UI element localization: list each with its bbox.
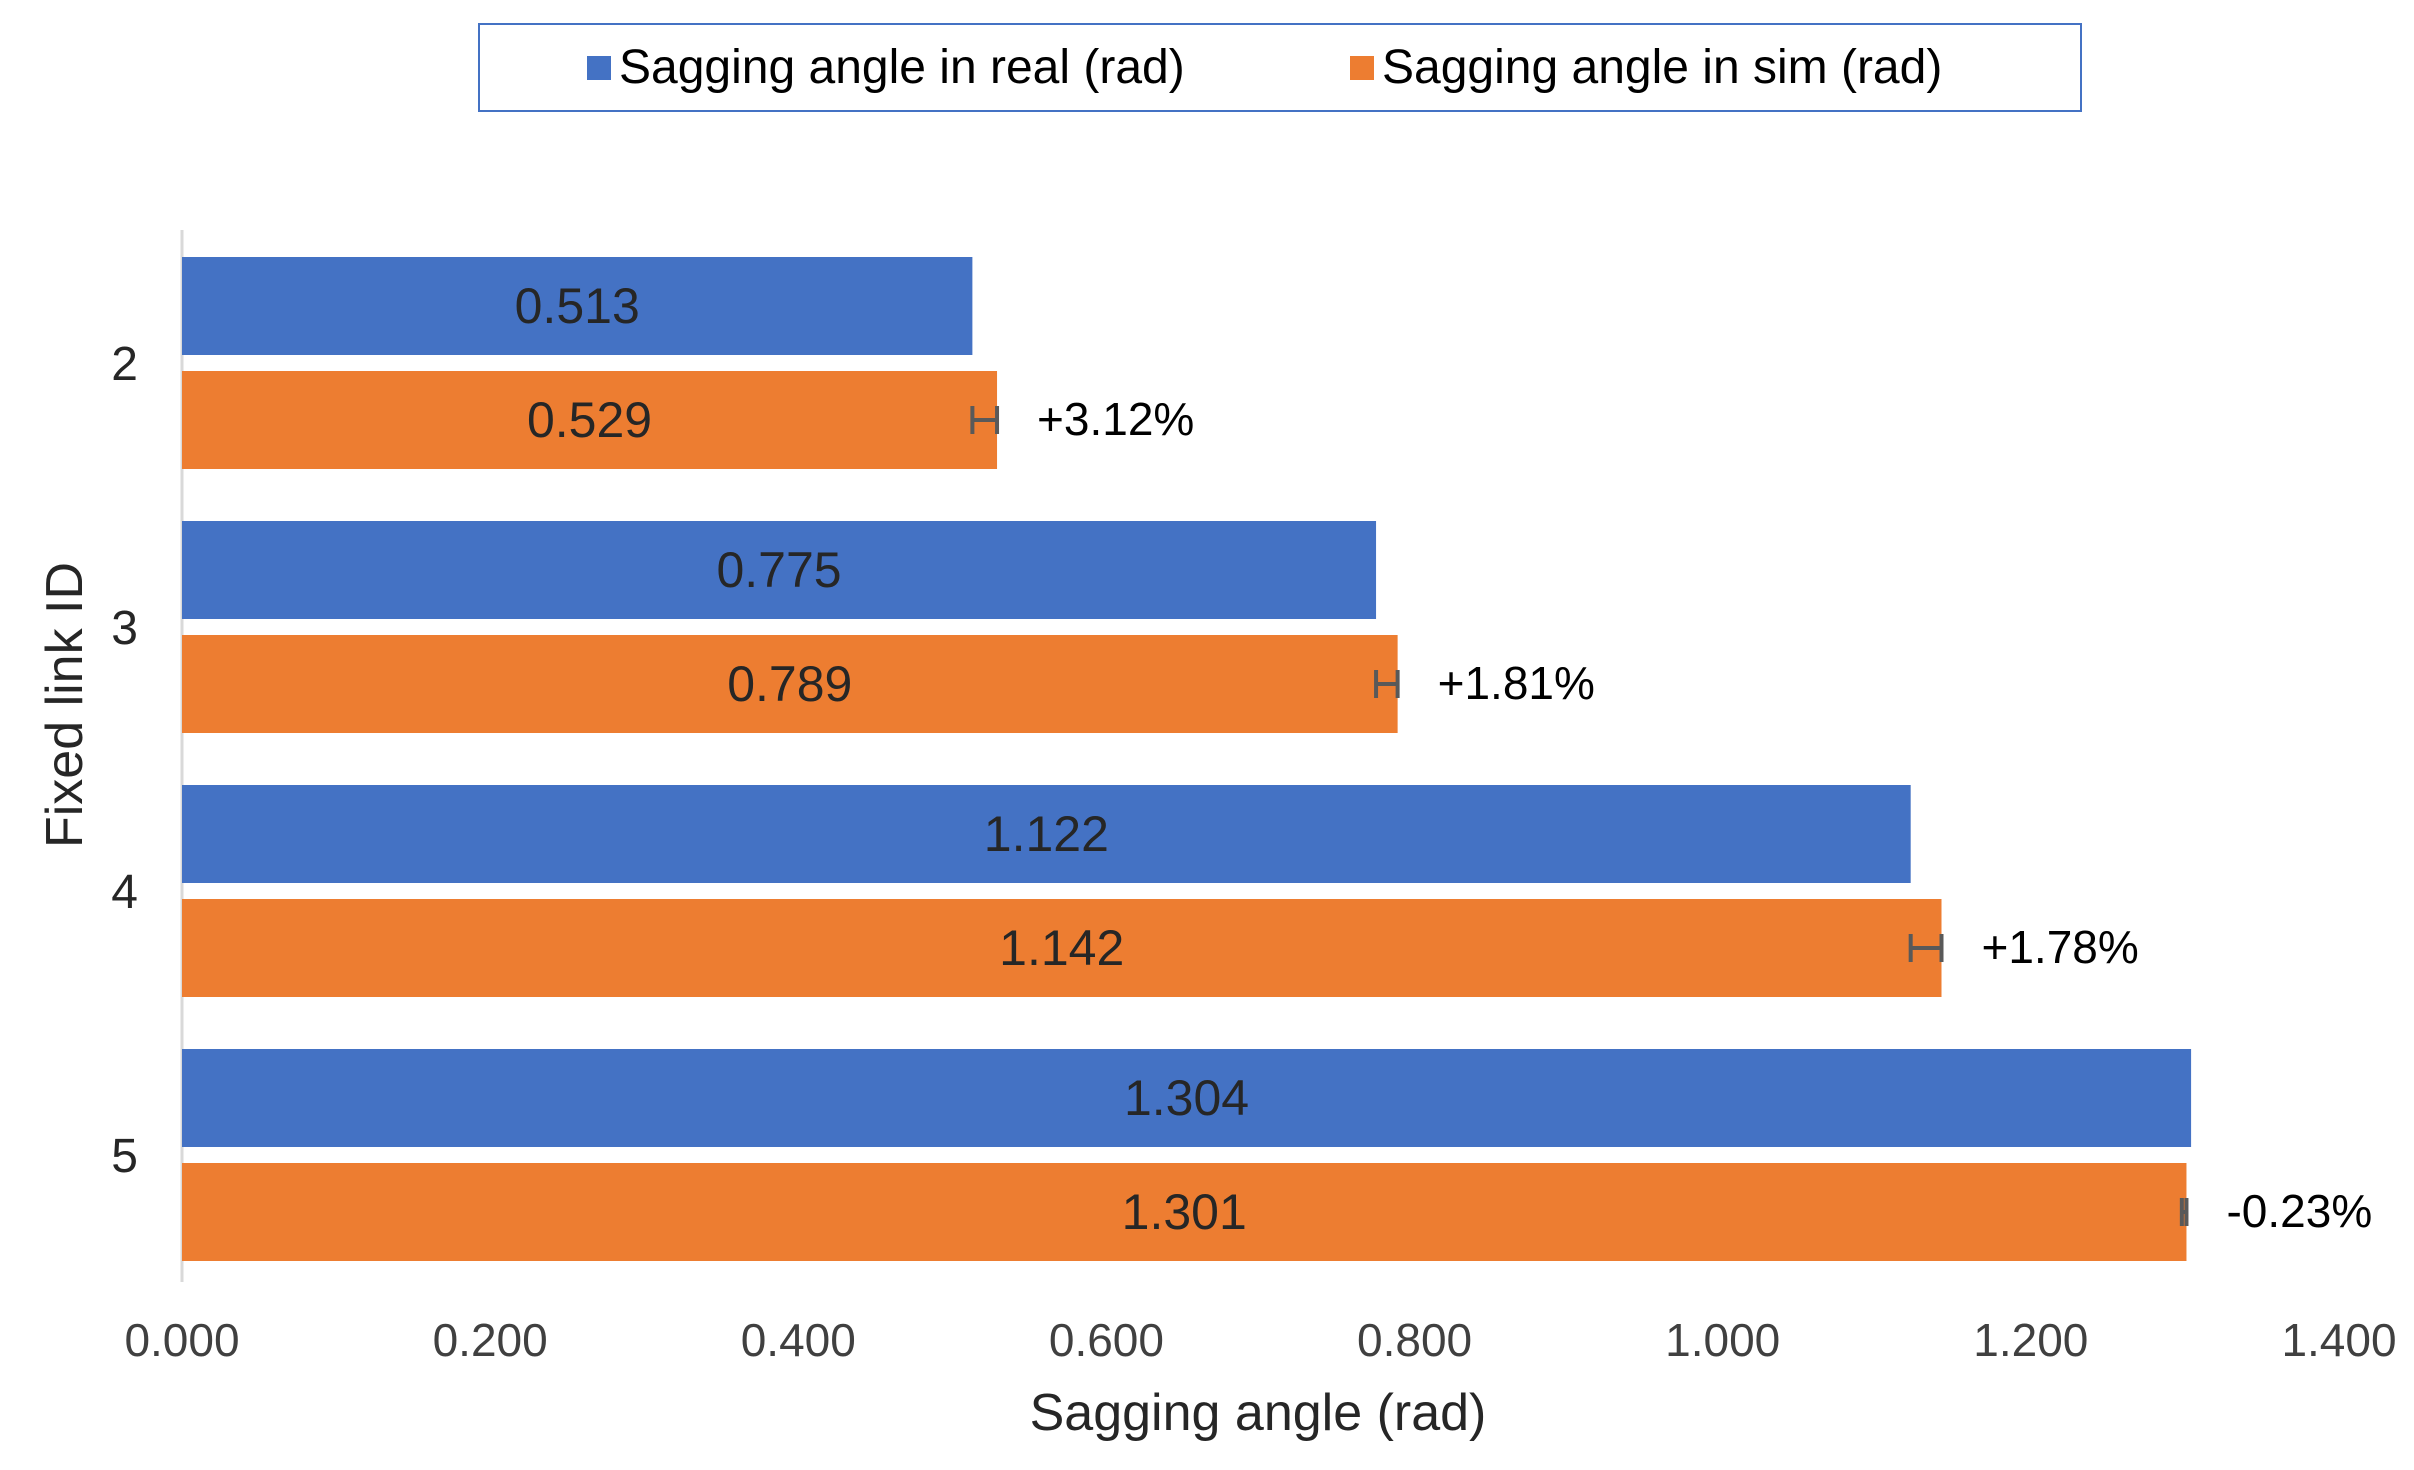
y-tick-label: 2: [111, 338, 138, 391]
x-tick-label: 0.200: [433, 1314, 548, 1366]
difference-annotation: +1.81%: [1438, 657, 1595, 709]
x-axis-title: Sagging angle (rad): [1030, 1384, 1487, 1442]
x-tick-label: 1.200: [1973, 1314, 2088, 1366]
data-label-sim: 1.301: [1122, 1184, 1247, 1240]
legend-label-real: Sagging angle in real (rad): [619, 41, 1185, 94]
x-tick-label: 0.600: [1049, 1314, 1164, 1366]
x-tick-label: 1.400: [2281, 1314, 2396, 1366]
x-tick-label: 0.400: [741, 1314, 856, 1366]
x-tick-label: 0.000: [124, 1314, 239, 1366]
bar-sim: [182, 1163, 2187, 1261]
data-label-real: 0.775: [716, 542, 841, 598]
y-tick-label: 5: [111, 1130, 138, 1183]
data-label-real: 1.304: [1124, 1070, 1249, 1126]
x-tick-label: 0.800: [1357, 1314, 1472, 1366]
legend-item-sim: Sagging angle in sim (rad): [1350, 25, 1942, 110]
x-tick-label: 1.000: [1665, 1314, 1780, 1366]
bar-sim: [182, 635, 1398, 733]
bar-real: [182, 1049, 2192, 1147]
data-label-real: 0.513: [515, 278, 640, 334]
legend-item-real: Sagging angle in real (rad): [587, 25, 1185, 110]
bar-real: [182, 785, 1911, 883]
legend-swatch-real: [587, 55, 611, 80]
legend: Sagging angle in real (rad) Sagging angl…: [478, 23, 2082, 112]
data-label-sim: 0.789: [727, 656, 852, 712]
data-label-sim: 1.142: [999, 920, 1124, 976]
data-label-sim: 0.529: [527, 392, 652, 448]
y-tick-label: 4: [111, 866, 138, 919]
legend-swatch-sim: [1350, 55, 1374, 80]
bar-real: [182, 521, 1377, 619]
difference-annotation: +1.78%: [1981, 921, 2138, 973]
y-axis-title: Fixed link ID: [36, 562, 94, 848]
difference-annotation: +3.12%: [1037, 393, 1194, 445]
data-label-real: 1.122: [984, 806, 1109, 862]
bar-sim: [182, 899, 1942, 997]
bar-sim: [182, 371, 998, 469]
bar-real: [182, 257, 973, 355]
legend-label-sim: Sagging angle in sim (rad): [1382, 41, 1943, 94]
y-tick-label: 3: [111, 602, 138, 655]
difference-annotation: -0.23%: [2226, 1185, 2372, 1237]
